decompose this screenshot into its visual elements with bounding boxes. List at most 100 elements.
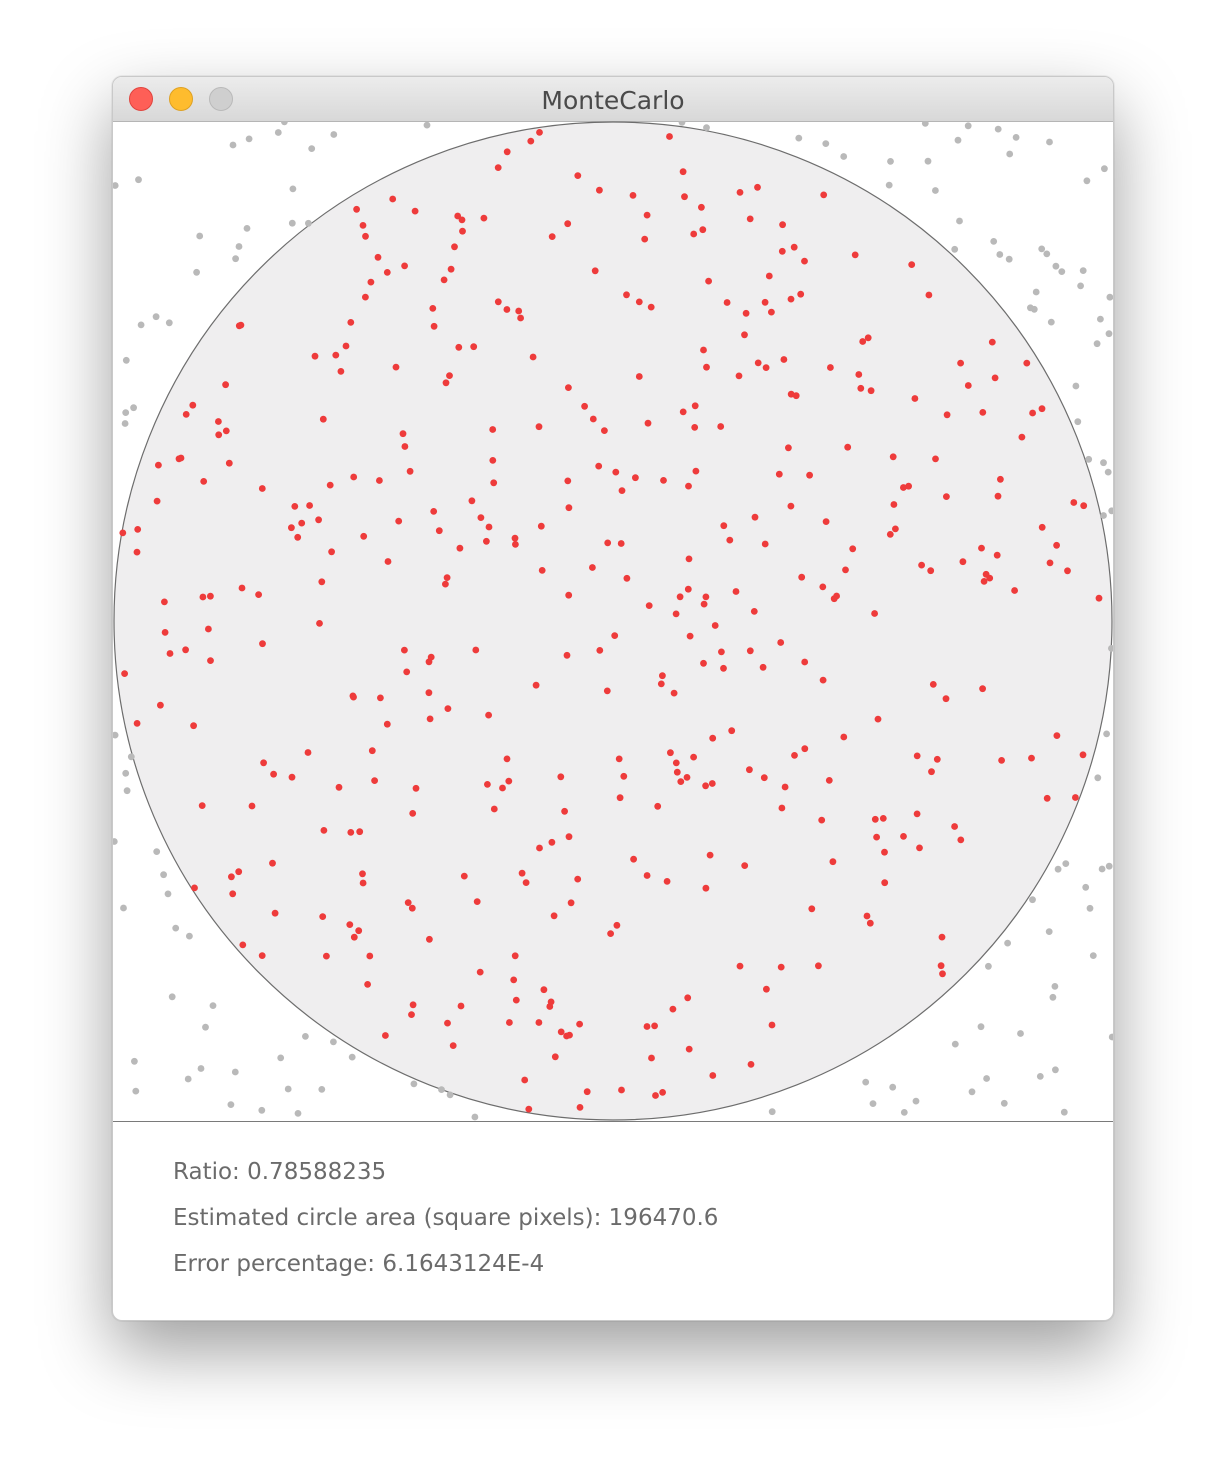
inside-point bbox=[951, 823, 958, 830]
outside-point bbox=[113, 182, 119, 189]
outside-point bbox=[471, 1113, 479, 1121]
inside-point bbox=[470, 343, 478, 351]
inside-point bbox=[601, 427, 608, 434]
inside-point bbox=[928, 768, 935, 776]
inside-point bbox=[576, 1104, 584, 1111]
outside-point bbox=[1017, 1030, 1024, 1037]
outside-point bbox=[994, 125, 1002, 133]
inside-point bbox=[1095, 594, 1103, 602]
inside-point bbox=[446, 372, 453, 379]
inside-point bbox=[723, 299, 731, 306]
inside-point bbox=[229, 890, 237, 898]
outside-point bbox=[410, 1080, 418, 1088]
inside-point bbox=[762, 364, 770, 371]
inside-point bbox=[1079, 751, 1087, 759]
outside-point bbox=[1072, 382, 1080, 390]
inside-point bbox=[166, 650, 174, 657]
inside-point bbox=[808, 905, 816, 913]
inside-point bbox=[632, 474, 639, 482]
inside-point bbox=[451, 243, 458, 251]
inside-point bbox=[879, 815, 887, 822]
inside-point bbox=[235, 322, 243, 330]
inside-point bbox=[629, 192, 637, 199]
inside-point bbox=[849, 545, 857, 553]
inside-point bbox=[736, 962, 744, 970]
inside-point bbox=[686, 632, 694, 640]
inside-point bbox=[483, 537, 490, 545]
outside-point bbox=[795, 134, 803, 142]
inside-point bbox=[408, 904, 416, 912]
inside-point bbox=[706, 851, 714, 859]
outside-point bbox=[912, 1097, 920, 1105]
inside-point bbox=[908, 261, 916, 268]
inside-point bbox=[596, 186, 603, 194]
outside-point bbox=[964, 122, 972, 130]
close-button[interactable] bbox=[129, 87, 153, 111]
outside-point bbox=[172, 924, 180, 932]
inside-point bbox=[468, 497, 476, 505]
inside-point bbox=[829, 858, 837, 866]
inside-point bbox=[1018, 433, 1026, 441]
inside-point bbox=[563, 651, 571, 659]
zoom-button[interactable] bbox=[209, 87, 233, 111]
inside-point bbox=[536, 844, 543, 852]
inside-point bbox=[927, 567, 935, 575]
inside-point bbox=[708, 780, 716, 787]
inside-point bbox=[1038, 523, 1046, 531]
inside-point bbox=[820, 191, 828, 199]
outside-point bbox=[1032, 288, 1040, 296]
inside-point bbox=[153, 497, 161, 505]
outside-point bbox=[1012, 134, 1020, 141]
inside-point bbox=[589, 415, 597, 423]
inside-point bbox=[913, 810, 921, 818]
inside-point bbox=[806, 471, 813, 479]
inside-point bbox=[401, 646, 408, 654]
outside-point bbox=[227, 1101, 235, 1108]
minimize-button[interactable] bbox=[169, 87, 193, 111]
inside-point bbox=[666, 133, 673, 140]
inside-point bbox=[997, 475, 1004, 483]
outside-point bbox=[822, 140, 830, 147]
outside-point bbox=[308, 145, 316, 152]
inside-point bbox=[529, 353, 537, 361]
outside-point bbox=[137, 321, 145, 329]
inside-point bbox=[900, 484, 907, 491]
title-bar[interactable]: MonteCarlo bbox=[113, 77, 1113, 122]
inside-point bbox=[657, 680, 665, 688]
inside-point bbox=[133, 548, 141, 556]
inside-point bbox=[603, 687, 611, 695]
outside-point bbox=[305, 219, 312, 227]
outside-point bbox=[1105, 862, 1113, 870]
inside-point bbox=[499, 784, 506, 792]
inside-point bbox=[409, 1001, 417, 1009]
inside-point bbox=[383, 269, 391, 276]
inside-point bbox=[350, 933, 358, 941]
inside-point bbox=[389, 195, 397, 203]
inside-point bbox=[705, 277, 712, 285]
outside-point bbox=[1082, 883, 1090, 891]
outside-point bbox=[130, 404, 137, 412]
inside-point bbox=[459, 227, 466, 235]
inside-point bbox=[957, 359, 964, 367]
inside-point bbox=[777, 963, 785, 971]
inside-point bbox=[199, 593, 207, 601]
inside-point bbox=[406, 467, 414, 475]
inside-point bbox=[505, 777, 513, 785]
outside-point bbox=[768, 1108, 776, 1116]
outside-point bbox=[1108, 645, 1113, 652]
inside-point bbox=[442, 580, 449, 588]
inside-point bbox=[538, 567, 546, 574]
inside-point bbox=[515, 307, 523, 315]
inside-point bbox=[360, 532, 368, 540]
inside-point bbox=[1053, 732, 1061, 739]
inside-point bbox=[377, 694, 384, 702]
inside-point bbox=[409, 810, 417, 817]
inside-point bbox=[643, 872, 651, 879]
outside-point bbox=[1060, 1108, 1068, 1116]
outside-point bbox=[446, 1091, 454, 1099]
inside-point bbox=[288, 524, 295, 532]
inside-point bbox=[536, 129, 543, 136]
inside-point bbox=[347, 319, 355, 326]
inside-point bbox=[669, 1005, 677, 1013]
outside-point bbox=[889, 1083, 897, 1091]
